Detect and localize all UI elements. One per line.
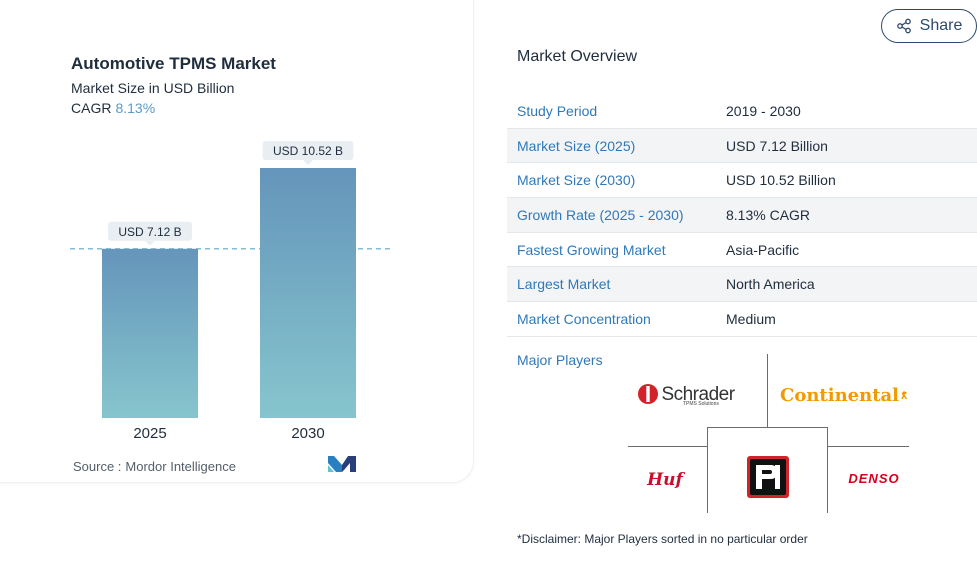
overview-table: Study Period 2019 - 2030 Market Size (20… (507, 94, 977, 337)
cagr-label: CAGR (71, 100, 112, 116)
overview-row-fastest-growing: Fastest Growing Market Asia-Pacific (507, 233, 977, 268)
huf-wordmark: Huf (647, 470, 683, 490)
data-label-pointer (145, 240, 155, 246)
x-tick-label: 2025 (133, 425, 166, 442)
continental-logo: Continental (780, 382, 908, 408)
cagr-value: 8.13% (115, 100, 156, 116)
overview-row-concentration: Market Concentration Medium (507, 302, 977, 337)
players-divider (707, 427, 708, 513)
players-divider (628, 446, 708, 447)
chart-title: Automotive TPMS Market (71, 54, 276, 73)
data-label: USD 7.12 B (118, 225, 181, 239)
overview-row-market-size-2030: Market Size (2030) USD 10.52 Billion (507, 163, 977, 199)
share-button[interactable]: Share (881, 9, 977, 43)
schrader-wordmark: Schrader (661, 383, 735, 405)
overview-label: Fastest Growing Market (517, 241, 666, 258)
source-prefix: Source : (73, 459, 122, 474)
source-name: Mordor Intelligence (125, 459, 236, 474)
major-players-label: Major Players (517, 352, 603, 368)
overview-label: Market Size (2025) (517, 137, 636, 154)
schrader-mark-icon (638, 384, 659, 404)
schrader-subtitle: TPMS Solutions (683, 401, 719, 407)
players-divider (828, 446, 909, 447)
data-label: USD 10.52 B (273, 144, 343, 158)
x-tick-label: 2030 (291, 425, 324, 442)
disclaimer: *Disclaimer: Major Players sorted in no … (517, 532, 808, 546)
pi-logo-icon (747, 456, 789, 498)
bar-2030 (260, 168, 356, 418)
overview-row-market-size-2025: Market Size (2025) USD 7.12 Billion (507, 128, 977, 164)
huf-logo: Huf (647, 466, 683, 494)
overview-value: USD 10.52 Billion (726, 172, 836, 189)
chart-subtitle: Market Size in USD Billion (71, 80, 235, 96)
overview-label: Largest Market (517, 276, 611, 293)
overview-value: 8.13% CAGR (726, 206, 811, 223)
players-divider (707, 427, 828, 428)
bar-2025 (102, 248, 198, 418)
players-divider (827, 427, 828, 513)
share-icon (896, 18, 911, 34)
denso-logo: DENSO (846, 469, 902, 487)
overview-value: Medium (726, 310, 776, 327)
overview-value: USD 7.12 Billion (726, 137, 828, 154)
data-label-bg (262, 141, 354, 160)
continental-wordmark: Continental (780, 384, 900, 406)
overview-label: Market Concentration (517, 310, 651, 327)
horse-icon (901, 391, 908, 399)
overview-value: Asia-Pacific (726, 241, 800, 258)
data-label-pointer (303, 160, 313, 165)
data-label-bg (108, 221, 192, 241)
overview-value: North America (726, 276, 815, 293)
overview-label: Market Size (2030) (517, 172, 636, 189)
share-label: Share (919, 17, 963, 34)
overview-label: Growth Rate (2025 - 2030) (517, 206, 684, 223)
denso-wordmark: DENSO (848, 470, 900, 486)
schrader-logo: Schrader TPMS Solutions (636, 379, 736, 409)
overview-title: Market Overview (517, 48, 638, 65)
pi-logo (747, 456, 789, 498)
overview-label: Study Period (517, 102, 598, 119)
chart-source: Source : Mordor Intelligence (73, 459, 236, 474)
overview-value: 2019 - 2030 (726, 102, 801, 119)
chart-card (0, 0, 474, 483)
players-divider (767, 354, 768, 428)
bar-chart: USD 7.12 B 2025 USD 10.52 B 2030 (70, 141, 390, 442)
overview-row-study-period: Study Period 2019 - 2030 (507, 94, 977, 129)
cagr-line: CAGR 8.13% (71, 100, 155, 116)
mordor-logo (328, 456, 356, 472)
overview-row-largest-market: Largest Market North America (507, 267, 977, 303)
overview-row-growth-rate: Growth Rate (2025 - 2030) 8.13% CAGR (507, 198, 977, 233)
